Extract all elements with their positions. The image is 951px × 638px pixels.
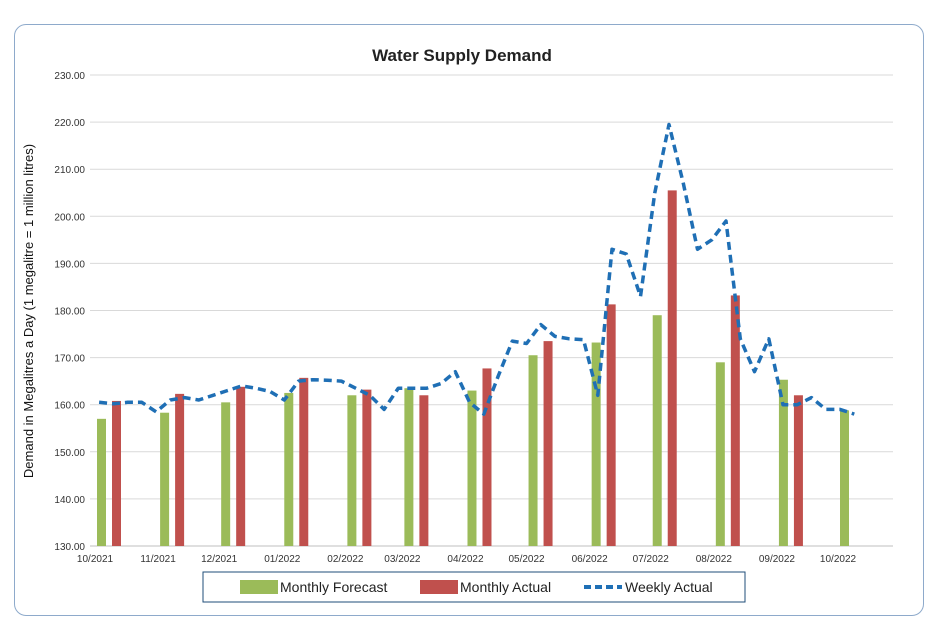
x-tick-label: 10/2021 xyxy=(77,554,114,565)
y-tick-label: 210.00 xyxy=(54,165,85,176)
x-tick-label: 02/2022 xyxy=(327,554,364,565)
y-tick-label: 150.00 xyxy=(54,448,85,459)
y-tick-label: 130.00 xyxy=(54,542,85,553)
bar-monthly-forecast xyxy=(715,362,725,546)
bar-monthly-actual xyxy=(606,304,616,546)
x-tick-label: 01/2022 xyxy=(264,554,301,565)
bar-monthly-actual xyxy=(112,400,121,546)
x-tick-label: 06/2022 xyxy=(572,554,609,565)
chart-title: Water Supply Demand xyxy=(372,46,552,65)
legend-swatch-forecast xyxy=(240,580,278,594)
bar-monthly-forecast xyxy=(347,395,357,546)
y-tick-label: 160.00 xyxy=(54,401,85,412)
bar-monthly-forecast xyxy=(404,388,414,546)
bar-monthly-forecast xyxy=(840,410,849,546)
x-tick-label: 07/2022 xyxy=(633,554,670,565)
x-tick-label: 12/2021 xyxy=(201,554,238,565)
bar-monthly-forecast xyxy=(652,315,662,546)
bar-monthly-actual xyxy=(482,368,492,546)
x-tick-label: 03/2022 xyxy=(384,554,421,565)
x-tick-label: 05/2022 xyxy=(508,554,545,565)
x-tick-label: 04/2022 xyxy=(447,554,484,565)
bar-monthly-forecast xyxy=(528,355,538,546)
bar-monthly-actual xyxy=(362,389,372,546)
y-tick-label: 200.00 xyxy=(54,212,85,223)
y-tick-label: 230.00 xyxy=(54,71,85,82)
bar-monthly-forecast xyxy=(591,342,601,546)
x-tick-label: 10/2022 xyxy=(820,554,857,565)
chart-frame xyxy=(14,24,924,616)
bar-monthly-forecast xyxy=(160,412,170,546)
bar-monthly-forecast xyxy=(284,392,294,546)
y-tick-label: 190.00 xyxy=(54,259,85,270)
y-tick-label: 170.00 xyxy=(54,354,85,365)
line-weekly-actual xyxy=(98,122,855,416)
legend-swatch-actual xyxy=(420,580,458,594)
bar-monthly-actual xyxy=(730,295,740,546)
bar-monthly-actual xyxy=(543,341,553,546)
legend-label-weekly: Weekly Actual xyxy=(625,579,713,595)
bar-monthly-forecast xyxy=(467,390,477,546)
bar-monthly-actual xyxy=(175,393,185,546)
y-tick-label: 140.00 xyxy=(54,495,85,506)
bar-monthly-forecast xyxy=(97,418,106,546)
legend-label-actual: Monthly Actual xyxy=(460,579,551,595)
x-tick-label: 09/2022 xyxy=(759,554,796,565)
bar-monthly-actual xyxy=(667,190,677,546)
bar-monthly-actual xyxy=(236,386,246,546)
bar-monthly-actual xyxy=(793,395,803,546)
bar-monthly-forecast xyxy=(778,379,788,546)
y-axis-label: Demand in Megalitres a Day (1 megalitre … xyxy=(21,144,36,478)
bar-monthly-actual xyxy=(419,395,429,546)
legend-label-forecast: Monthly Forecast xyxy=(280,579,387,595)
x-tick-label: 08/2022 xyxy=(696,554,733,565)
y-tick-label: 220.00 xyxy=(54,118,85,129)
legend: Monthly Forecast Monthly Actual Weekly A… xyxy=(202,571,746,603)
x-tick-label: 11/2021 xyxy=(140,554,176,565)
bar-monthly-actual xyxy=(299,377,309,546)
bar-monthly-forecast xyxy=(221,402,231,546)
y-tick-label: 180.00 xyxy=(54,307,85,318)
